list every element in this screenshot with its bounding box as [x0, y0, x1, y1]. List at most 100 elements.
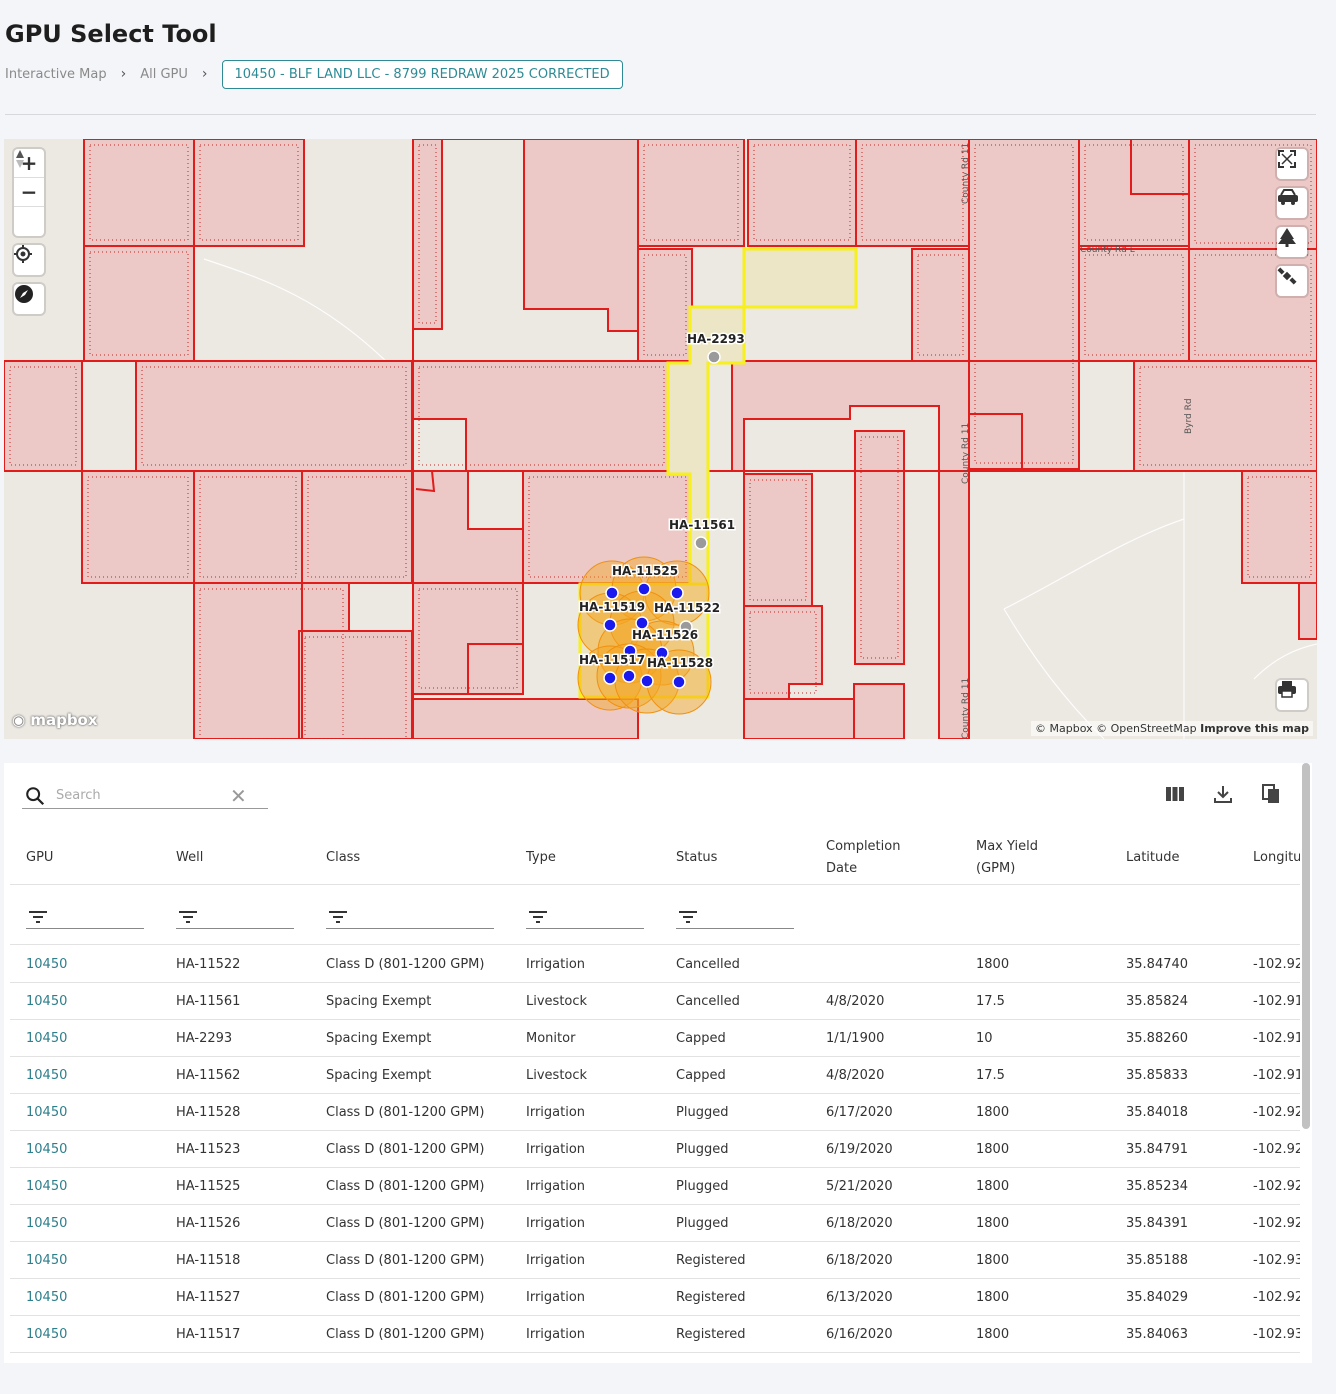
cell-max-yield: 1800 [976, 957, 1010, 972]
column-header-type[interactable]: Type [526, 850, 556, 865]
table-row[interactable]: 10450 HA-11518 Class D (801-1200 GPM) Irrig… [10, 1242, 1300, 1279]
table-row[interactable]: 10450 HA-11561 Spacing Exempt Livestock Canc… [10, 983, 1300, 1020]
table-row[interactable]: 10450 HA-11525 Class D (801-1200 GPM) Irrig… [10, 1168, 1300, 1205]
fullscreen-icon [1278, 150, 1296, 168]
cell-status: Capped [676, 1031, 726, 1046]
zoom-out-button[interactable]: − [14, 178, 44, 207]
cell-type: Irrigation [526, 1142, 586, 1157]
cell-gpu[interactable]: 10450 [26, 1290, 68, 1305]
cell-gpu[interactable]: 10450 [26, 1142, 68, 1157]
cell-class: Class D (801-1200 GPM) [326, 1142, 485, 1157]
mapbox-logo-icon: ◉ [12, 711, 26, 729]
cell-max-yield: 17.5 [976, 994, 1005, 1009]
column-header-gpu[interactable]: GPU [26, 850, 54, 865]
columns-button[interactable] [1164, 783, 1186, 805]
cell-type: Livestock [526, 994, 588, 1009]
cell-latitude: 35.84791 [1126, 1142, 1189, 1157]
table-row[interactable]: 10450 HA-11523 Class D (801-1200 GPM) Irrig… [10, 1131, 1300, 1168]
cell-completion-date: 6/17/2020 [826, 1105, 893, 1120]
cell-gpu[interactable]: 10450 [26, 1031, 68, 1046]
download-button[interactable] [1212, 783, 1234, 805]
cell-gpu[interactable]: 10450 [26, 1068, 68, 1083]
table-row[interactable]: 10450 HA-2293 Spacing Exempt Monitor Capped 1… [10, 1020, 1300, 1057]
table-row[interactable]: 10450 HA-11562 Spacing Exempt Livestock Capp… [10, 1057, 1300, 1094]
cell-type: Irrigation [526, 1105, 586, 1120]
map-view[interactable]: HA-2293 HA-11561 HA-11525 HA-11519 HA-11… [4, 139, 1317, 739]
breadcrumb-interactive-map[interactable]: Interactive Map [5, 66, 107, 82]
column-header-longitude[interactable]: Longitu [1253, 850, 1300, 865]
print-button[interactable] [1277, 680, 1307, 710]
copy-icon [1262, 784, 1279, 803]
cell-status: Registered [676, 1327, 746, 1342]
satellite-layer-button[interactable] [1277, 266, 1307, 296]
cell-well: HA-11561 [176, 994, 241, 1009]
table-row[interactable]: 10450 HA-11522 Class D (801-1200 GPM) Irrig… [10, 946, 1300, 983]
fullscreen-button[interactable] [1277, 149, 1307, 179]
cell-gpu[interactable]: 10450 [26, 1105, 68, 1120]
clear-search-icon[interactable]: ✕ [230, 783, 247, 808]
cell-completion-date: 6/18/2020 [826, 1216, 893, 1231]
cell-max-yield: 1800 [976, 1290, 1010, 1305]
copy-button[interactable] [1260, 783, 1282, 805]
filter-type[interactable] [526, 907, 644, 929]
geolocate-button[interactable] [14, 245, 44, 275]
cell-max-yield: 1800 [976, 1142, 1010, 1157]
compass-button[interactable] [14, 284, 44, 314]
cell-gpu[interactable]: 10450 [26, 1327, 68, 1342]
chevron-right-icon: › [120, 66, 127, 82]
cell-gpu[interactable]: 10450 [26, 1179, 68, 1194]
satellite-icon [1277, 267, 1297, 285]
improve-map-link[interactable]: Improve this map [1200, 722, 1309, 735]
cell-longitude: -102.927 [1253, 1290, 1300, 1305]
breadcrumb-current[interactable]: 10450 - BLF LAND LLC - 8799 REDRAW 2025 … [221, 59, 623, 89]
breadcrumb-all-gpu[interactable]: All GPU [140, 66, 188, 82]
column-header-max-yield[interactable]: Max Yield (GPM) [976, 839, 1038, 876]
column-header-status[interactable]: Status [676, 850, 718, 865]
filter-well[interactable] [176, 907, 294, 929]
cell-longitude: -102.924 [1253, 1216, 1300, 1231]
table-row[interactable]: 10450 HA-11526 Class D (801-1200 GPM) Irrig… [10, 1205, 1300, 1242]
divider [5, 114, 1316, 115]
cell-type: Irrigation [526, 1327, 586, 1342]
vertical-scrollbar[interactable] [1302, 763, 1310, 1129]
zoom-in-button[interactable]: + [14, 149, 44, 178]
cell-status: Registered [676, 1253, 746, 1268]
filter-status[interactable] [676, 907, 794, 929]
cell-gpu[interactable]: 10450 [26, 994, 68, 1009]
table-row[interactable]: 10450 HA-11528 Class D (801-1200 GPM) Irrig… [10, 1094, 1300, 1131]
mapbox-logo[interactable]: ◉ mapbox [12, 711, 98, 729]
cell-type: Monitor [526, 1031, 576, 1046]
cell-max-yield: 1800 [976, 1105, 1010, 1120]
cell-gpu[interactable]: 10450 [26, 1253, 68, 1268]
column-header-completion-date[interactable]: Completion Date [826, 839, 901, 876]
cell-max-yield: 1800 [976, 1179, 1010, 1194]
compass-icon [16, 150, 24, 168]
filter-icon [29, 911, 47, 923]
search-input[interactable] [56, 788, 226, 803]
cell-gpu[interactable]: 10450 [26, 957, 68, 972]
cell-completion-date: 1/1/1900 [826, 1031, 885, 1046]
road-label: County Rd 11 [961, 423, 971, 484]
filter-gpu[interactable] [26, 907, 144, 929]
search-icon [26, 786, 45, 805]
cell-gpu[interactable]: 10450 [26, 1216, 68, 1231]
cell-latitude: 35.84063 [1126, 1327, 1189, 1342]
cell-longitude: -102.918 [1253, 994, 1300, 1009]
street-layer-button[interactable] [1277, 188, 1307, 218]
cell-class: Class D (801-1200 GPM) [326, 1216, 485, 1231]
well-label-ha-11526: HA-11526 [632, 628, 698, 642]
cell-completion-date: 6/19/2020 [826, 1142, 893, 1157]
table-row[interactable]: 10450 HA-11517 Class D (801-1200 GPM) Irrig… [10, 1316, 1300, 1353]
column-header-latitude[interactable]: Latitude [1126, 850, 1180, 865]
page-title: GPU Select Tool [5, 20, 217, 48]
filter-class[interactable] [326, 907, 494, 929]
column-header-class[interactable]: Class [326, 850, 361, 865]
attribution-text[interactable]: © Mapbox © OpenStreetMap [1035, 722, 1197, 735]
cell-well: HA-11522 [176, 957, 241, 972]
column-header-well[interactable]: Well [176, 850, 204, 865]
terrain-layer-button[interactable] [1277, 227, 1307, 257]
table-row[interactable]: 10450 HA-11527 Class D (801-1200 GPM) Irrig… [10, 1279, 1300, 1316]
compass-reset-button[interactable] [14, 150, 44, 236]
map-canvas[interactable]: HA-2293 HA-11561 HA-11525 HA-11519 HA-11… [4, 139, 1317, 739]
cell-latitude: 35.84018 [1126, 1105, 1189, 1120]
